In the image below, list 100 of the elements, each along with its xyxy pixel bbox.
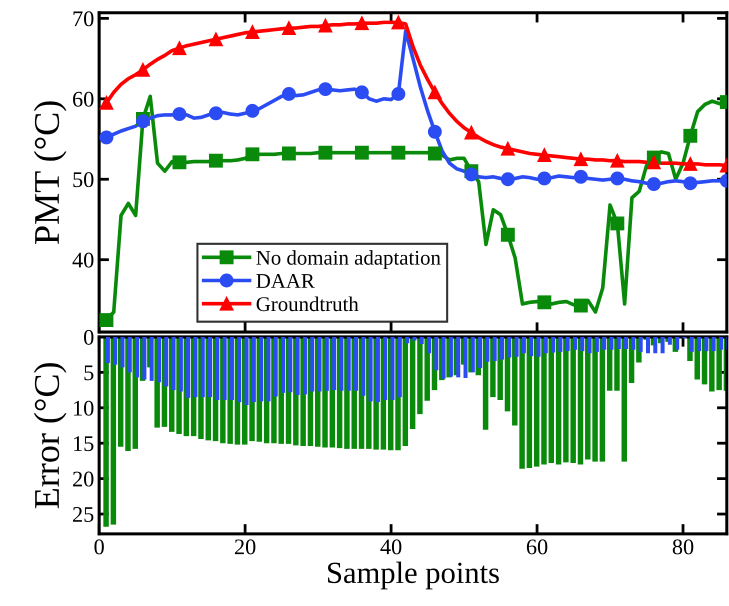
bar [106, 336, 110, 364]
point [282, 21, 296, 35]
y-tick-label: 5 [84, 366, 94, 380]
point [245, 147, 260, 162]
bar [266, 336, 270, 402]
bar [566, 336, 570, 352]
bar [222, 336, 227, 400]
bar [405, 336, 410, 344]
point [683, 128, 698, 143]
bar [244, 336, 249, 405]
point [100, 96, 114, 110]
bar [514, 336, 519, 357]
point [610, 216, 624, 230]
bar [548, 336, 554, 464]
point [428, 124, 442, 139]
bar [668, 336, 672, 345]
point [574, 170, 588, 184]
point [318, 146, 332, 160]
bar [215, 336, 220, 400]
bar [558, 336, 562, 352]
point [245, 25, 260, 39]
bar [485, 336, 490, 362]
bar [339, 336, 344, 391]
bar [427, 336, 432, 354]
bar [464, 336, 468, 378]
point [172, 155, 186, 170]
bar [544, 336, 548, 354]
bar [470, 336, 475, 372]
point [282, 146, 296, 160]
bar [318, 336, 322, 392]
bar [230, 336, 234, 400]
legend-label: No domain adaptation [256, 250, 441, 270]
bar [186, 336, 190, 398]
bar [675, 336, 680, 350]
bar [332, 336, 336, 390]
point [683, 157, 698, 171]
bar [252, 336, 256, 402]
point [208, 154, 223, 168]
y-axis-title: Error (°C) [34, 363, 67, 508]
bar [704, 336, 708, 352]
bar [237, 336, 242, 402]
bar [624, 336, 628, 349]
point [354, 16, 369, 30]
bar [616, 336, 621, 349]
point [500, 172, 515, 186]
point [318, 18, 332, 33]
point [464, 167, 478, 182]
bar [712, 336, 716, 352]
y-tick-label: 10 [74, 400, 94, 416]
bar [390, 336, 395, 400]
bar [653, 336, 658, 354]
bar [448, 336, 453, 377]
bar [718, 336, 723, 350]
bar [631, 336, 636, 350]
bar [478, 336, 482, 368]
point [574, 298, 588, 312]
bar [296, 336, 300, 396]
bar [588, 336, 592, 354]
bar [346, 336, 351, 391]
bar [281, 336, 286, 393]
bar [142, 336, 146, 380]
point [208, 106, 223, 120]
point [172, 41, 186, 56]
point [428, 146, 442, 160]
point [537, 148, 552, 162]
point [282, 87, 296, 101]
point [610, 154, 624, 168]
point [537, 295, 552, 310]
bar [420, 336, 424, 344]
bar [324, 336, 329, 391]
point [172, 107, 186, 122]
y-tick-label: 20 [73, 472, 94, 487]
bar [128, 336, 132, 372]
bar [492, 336, 497, 362]
x-tick-label: 60 [526, 539, 548, 554]
point [391, 15, 406, 30]
x-tick-label: 0 [94, 539, 104, 554]
bar [354, 336, 358, 391]
bar [178, 336, 183, 392]
point [646, 155, 661, 170]
bar [646, 336, 650, 354]
bar [529, 336, 534, 356]
bar [522, 336, 526, 354]
point [391, 87, 406, 101]
point [136, 62, 150, 77]
point [537, 171, 552, 186]
y-tick-label: 15 [74, 436, 94, 452]
bar [368, 336, 373, 402]
point [464, 126, 478, 140]
bar [150, 336, 154, 381]
point [391, 146, 406, 160]
bar [259, 336, 264, 402]
bar [609, 336, 614, 350]
bar [274, 336, 278, 396]
bar [690, 336, 694, 352]
y-tick-label: 50 [73, 172, 94, 188]
legend-label: DAAR [256, 274, 315, 288]
point [646, 177, 661, 192]
bar [551, 336, 556, 353]
y-tick-label: 60 [73, 92, 94, 107]
